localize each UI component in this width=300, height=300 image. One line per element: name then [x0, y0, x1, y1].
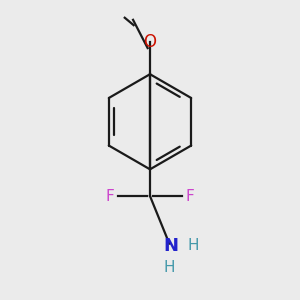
Text: H: H: [164, 260, 175, 275]
Text: F: F: [106, 189, 114, 204]
Text: O: O: [143, 32, 157, 50]
Text: N: N: [163, 237, 178, 255]
Text: H: H: [187, 238, 199, 253]
Text: F: F: [186, 189, 194, 204]
